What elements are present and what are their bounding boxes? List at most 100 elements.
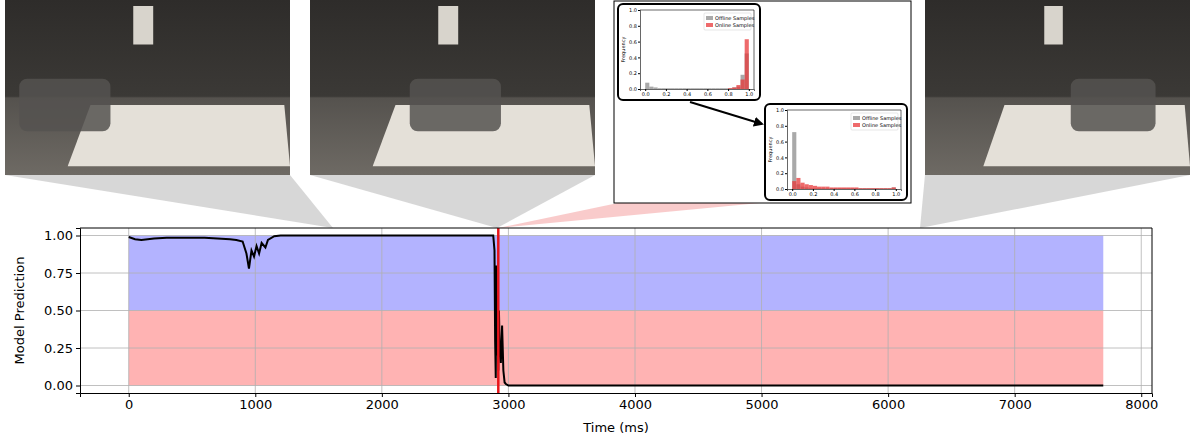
tick-label: 0.2: [776, 170, 784, 176]
histogram-bar: [809, 185, 813, 189]
histogram-bar: [716, 89, 720, 90]
tick-label: 1.00: [44, 228, 73, 243]
tick-label: 0.4: [830, 191, 838, 197]
connector: [920, 175, 1190, 228]
tick-mark: [638, 57, 640, 58]
histogram-bar: [842, 187, 846, 189]
tick: 0.6: [776, 139, 787, 145]
tick: 7000: [999, 393, 1032, 412]
tick-label: 0.2: [662, 91, 670, 97]
histogram-bar: [854, 188, 858, 189]
tick-mark: [785, 173, 787, 174]
tick-mark: [638, 73, 640, 74]
legend-label: Online Samples: [715, 22, 754, 29]
tick: 0.4: [629, 55, 640, 61]
photo: [925, 0, 1190, 175]
histogram-bar: [728, 88, 732, 89]
histogram-bar: [687, 88, 691, 89]
tick-label: 0.6: [629, 39, 637, 45]
tick: 0.8: [776, 123, 787, 129]
histogram-bar: [867, 188, 871, 189]
tick-label: 7000: [999, 397, 1032, 412]
histogram-bar: [871, 188, 875, 189]
tick-mark: [785, 157, 787, 158]
photo-sign: [133, 6, 153, 45]
histogram-bar: [821, 187, 825, 189]
histogram-bar: [712, 88, 716, 89]
photo-sign: [1044, 6, 1063, 45]
histogram-bar: [825, 187, 829, 189]
data-line: [129, 236, 1104, 386]
tick-label: 0.4: [776, 155, 784, 161]
tick: 0.4: [830, 189, 838, 197]
tick: 0.75: [44, 266, 80, 281]
histogram-bar: [892, 187, 896, 189]
inset-frame: [614, 1, 911, 203]
histogram-bar: [792, 132, 796, 189]
inset-chart: 0.00.20.40.60.81.00.00.20.40.60.81.0Freq…: [618, 4, 760, 100]
tick: 0.6: [629, 39, 640, 45]
tick-mark: [76, 236, 80, 237]
legend: Offline SamplesOnline Samples: [851, 113, 902, 130]
tick-label: 1.0: [776, 107, 784, 113]
tick-mark: [638, 42, 640, 43]
tick: 0.4: [683, 89, 691, 97]
histogram-bar: [724, 89, 728, 90]
tick-mark: [638, 26, 640, 27]
histogram-bar: [678, 89, 682, 90]
histogram-bar: [670, 89, 674, 90]
bars: [645, 39, 749, 89]
legend-swatch: [853, 123, 860, 127]
histogram-bar: [720, 89, 724, 90]
histogram-bar: [674, 88, 678, 89]
histogram-bar: [883, 188, 887, 189]
histogram-bar: [838, 187, 842, 189]
histogram-bar: [817, 187, 821, 189]
histogram-bar: [662, 88, 666, 89]
histogram-bar: [707, 88, 711, 89]
grid-line: [80, 310, 1152, 311]
spine: [1152, 228, 1153, 393]
histogram-bar: [859, 188, 863, 189]
tick-label: 0.8: [629, 23, 637, 29]
tick-label: 4000: [619, 397, 652, 412]
histogram-bar: [796, 178, 800, 189]
tick: 0.8: [872, 189, 880, 197]
histogram-bar: [800, 183, 804, 189]
histogram-bar: [745, 39, 749, 89]
arrow: [690, 102, 762, 124]
histogram-bar: [834, 187, 838, 189]
histogram-bar: [662, 89, 666, 90]
tick: 0.50: [44, 303, 80, 318]
tick-mark: [785, 189, 787, 190]
histogram-bar: [695, 88, 699, 89]
tick: 0.6: [704, 89, 712, 97]
tick-label: 0.2: [809, 191, 817, 197]
histogram-bar: [732, 87, 736, 89]
histogram-bar: [728, 88, 732, 89]
histogram-bar: [850, 187, 854, 189]
tick: 6000: [872, 393, 905, 412]
tick-mark: [638, 89, 640, 90]
histogram-bar: [829, 188, 833, 189]
event-line: [497, 228, 500, 393]
photo: [5, 0, 290, 175]
histogram-bar: [653, 89, 657, 90]
tick: 0.2: [662, 89, 670, 97]
tick: 4000: [619, 393, 652, 412]
histogram-bar: [863, 188, 867, 189]
tick-label: 5000: [746, 397, 779, 412]
histogram-bar: [850, 188, 854, 189]
histogram-bar: [883, 188, 887, 189]
histogram-bar: [666, 89, 670, 90]
histogram-bar: [703, 88, 707, 89]
histogram-bar: [682, 88, 686, 89]
histogram-bar: [687, 89, 691, 90]
histogram-bar: [879, 188, 883, 189]
spine: [80, 228, 1152, 229]
tick: 1000: [239, 393, 272, 412]
tick: 0.0: [776, 186, 787, 192]
histogram-bar: [724, 88, 728, 89]
axis: 0.00.20.40.60.81.0: [788, 189, 902, 197]
tick: 0.8: [629, 23, 640, 29]
